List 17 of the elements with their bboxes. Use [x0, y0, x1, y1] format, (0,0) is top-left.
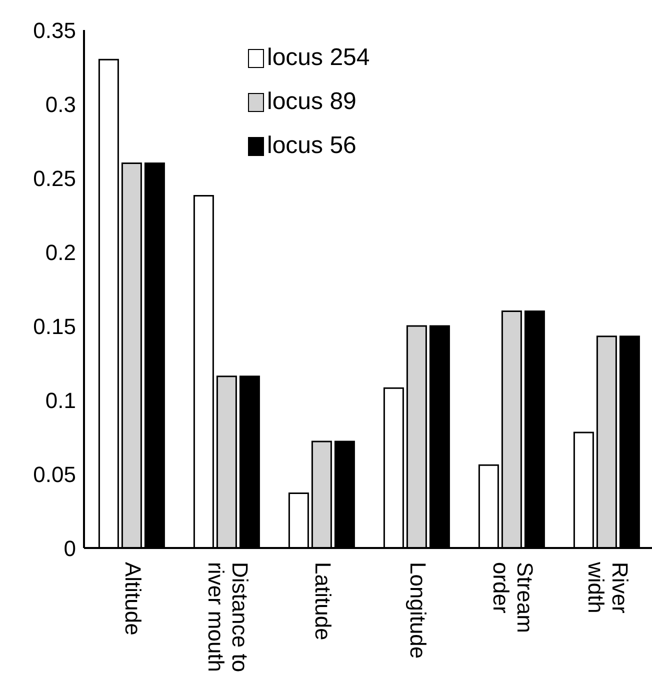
x-tick-label: River width: [584, 561, 633, 614]
y-tick-label: 0: [64, 536, 76, 561]
y-tick-label: 0.15: [33, 314, 76, 339]
y-tick-label: 0.3: [45, 92, 76, 117]
x-tick-label: Altitude: [120, 562, 146, 636]
y-tick-label: 0.25: [33, 166, 76, 191]
y-tick-label: 0.1: [45, 388, 76, 413]
y-tick-label: 0.2: [45, 240, 76, 265]
x-tick-label: Latitude: [310, 562, 336, 640]
legend-label: locus 254: [267, 44, 370, 72]
y-tick-label: 0.35: [33, 18, 76, 43]
y-tick-label: 0.05: [33, 462, 76, 487]
legend-label: locus 89: [267, 88, 356, 116]
x-tick-label: Stream order: [488, 562, 538, 633]
x-tick-label: Distance to river mouth: [204, 562, 253, 672]
x-tick-label: Longitude: [406, 562, 431, 659]
legend-label: locus 56: [267, 132, 356, 160]
